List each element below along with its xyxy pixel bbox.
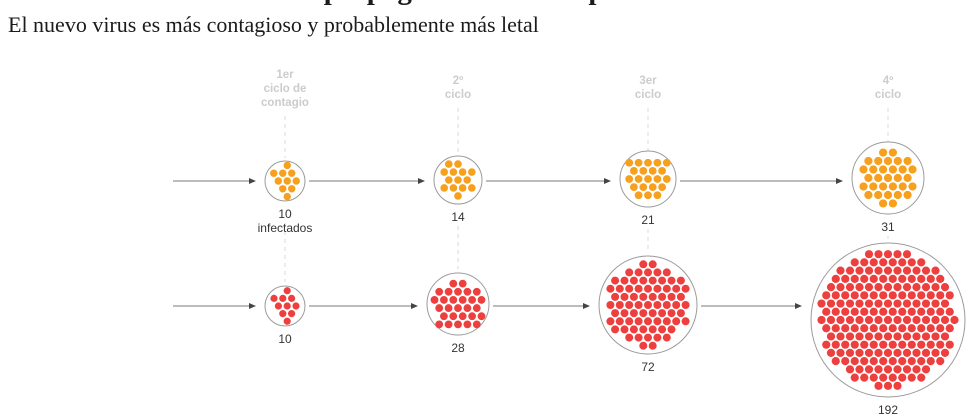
cycle-header-1: 1er ciclo de contagio	[205, 68, 365, 110]
dot-cluster	[625, 158, 671, 200]
infected-count: 10	[278, 207, 292, 221]
dot-cluster	[440, 160, 476, 200]
cycle-header-line: ciclo	[874, 89, 902, 101]
cycle-header-line: 3er	[639, 75, 657, 87]
dot-cluster	[606, 260, 690, 350]
page-title: La propagación de una epidemia	[0, 0, 971, 12]
caption-covid-cycle-4: 192	[808, 403, 968, 417]
caption-covid-cycle-2: 28	[378, 341, 538, 355]
caption-flu-cycle-3: 21	[568, 213, 728, 227]
infected-count: 31	[881, 220, 895, 234]
dot-cluster	[430, 279, 486, 329]
dot-cluster	[270, 287, 300, 325]
node-covid-cycle-4	[808, 240, 968, 400]
infected-count: 21	[641, 213, 655, 227]
cycle-header-line: 4º	[882, 75, 894, 87]
infected-sublabel: infectados	[257, 221, 313, 235]
cycle-header-line: 1er	[276, 69, 294, 81]
caption-flu-cycle-1: 10 infectados	[205, 207, 365, 235]
node-flu-cycle-2	[431, 153, 485, 207]
cycle-header-3: 3er ciclo	[568, 74, 728, 102]
caption-flu-cycle-4: 31	[808, 220, 968, 234]
node-flu-cycle-4	[849, 139, 927, 217]
infected-count: 10	[278, 332, 292, 346]
cycle-header-4: 4º ciclo	[808, 74, 968, 102]
cycle-header-line: contagio	[261, 97, 309, 109]
cycle-header-line: ciclo	[634, 89, 662, 101]
node-covid-cycle-2	[424, 270, 492, 338]
cycle-header-2: 2º ciclo	[378, 74, 538, 102]
dot-cluster	[817, 250, 959, 390]
page-subtitle: El nuevo virus es más contagioso y proba…	[8, 12, 539, 37]
node-covid-cycle-1	[262, 283, 308, 329]
dot-cluster	[859, 148, 917, 208]
cycle-header-line: 2º	[452, 75, 464, 87]
cycle-header-line: ciclo	[444, 89, 472, 101]
caption-covid-cycle-3: 72	[568, 360, 728, 374]
node-covid-cycle-3	[596, 253, 700, 357]
caption-covid-cycle-1: 10	[205, 332, 365, 346]
node-flu-cycle-3	[617, 148, 679, 210]
dot-cluster	[270, 161, 300, 201]
node-flu-cycle-1	[262, 158, 308, 204]
infected-count: 28	[451, 341, 465, 355]
cycle-header-line: ciclo de	[263, 83, 307, 95]
infected-count: 192	[877, 403, 899, 417]
infected-count: 14	[451, 210, 465, 224]
caption-flu-cycle-2: 14	[378, 210, 538, 224]
infected-count: 72	[641, 360, 655, 374]
